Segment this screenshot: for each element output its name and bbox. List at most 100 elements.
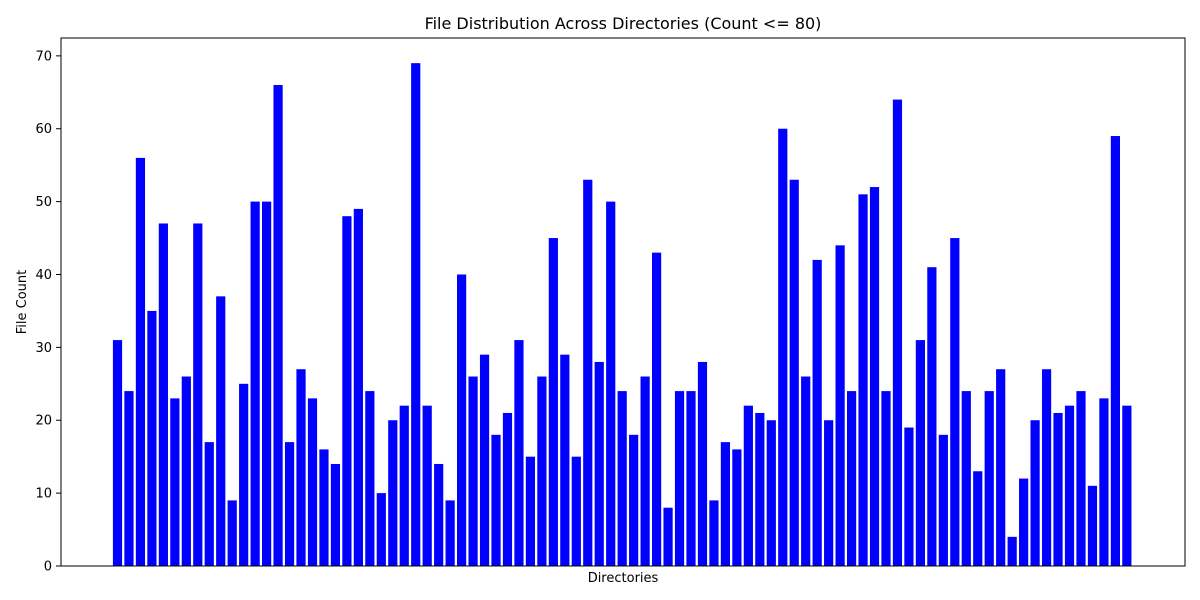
bar <box>812 259 822 566</box>
bar <box>674 391 685 566</box>
bar <box>273 85 283 566</box>
y-tick-label: 30 <box>35 341 52 356</box>
bar <box>606 201 616 567</box>
bar <box>307 398 318 566</box>
bar <box>445 500 455 566</box>
bar <box>1030 420 1040 566</box>
bar <box>170 398 180 566</box>
bar <box>801 376 811 566</box>
y-tick-label: 70 <box>35 49 52 64</box>
bar <box>284 442 295 566</box>
bar <box>181 376 191 566</box>
y-tick-label: 60 <box>35 122 52 137</box>
bar <box>388 420 398 566</box>
bar <box>686 391 696 566</box>
bar <box>204 442 214 566</box>
bar <box>904 427 914 566</box>
bar <box>1122 405 1132 566</box>
bar <box>697 361 708 566</box>
bar <box>824 420 834 566</box>
bar <box>571 456 581 566</box>
bar <box>342 216 352 566</box>
bar <box>216 296 226 566</box>
bar <box>778 128 788 567</box>
bar <box>112 340 123 566</box>
bar <box>548 238 558 567</box>
bar <box>950 238 960 567</box>
bar <box>892 99 903 566</box>
bar <box>617 391 627 566</box>
bar <box>502 412 513 566</box>
bar <box>147 310 157 566</box>
bar <box>1064 405 1075 566</box>
bar <box>720 442 731 566</box>
bar <box>193 223 203 566</box>
bar <box>422 405 432 566</box>
bar <box>869 187 880 567</box>
bar <box>961 391 971 566</box>
bar <box>376 493 386 566</box>
bar <box>835 245 845 566</box>
bar <box>755 412 765 566</box>
bar <box>296 369 306 566</box>
bar <box>927 267 937 566</box>
bar <box>491 434 501 566</box>
bar <box>365 391 375 566</box>
y-tick-label: 40 <box>35 268 52 283</box>
bar <box>514 340 524 566</box>
bar <box>1076 391 1086 566</box>
bar <box>984 391 994 566</box>
y-tick-label: 10 <box>35 487 52 502</box>
y-axis: 0 10 20 30 40 50 60 70 <box>35 49 61 575</box>
bar <box>250 201 260 567</box>
bar <box>262 201 272 567</box>
bar <box>583 179 593 566</box>
bar <box>124 391 134 566</box>
bar <box>594 361 604 566</box>
bar <box>1053 412 1063 566</box>
bar <box>411 63 421 566</box>
bar <box>640 376 650 566</box>
bar <box>353 208 363 566</box>
bar <box>766 420 776 566</box>
y-tick-label: 50 <box>35 195 52 210</box>
bar <box>434 463 444 566</box>
bar <box>537 376 547 566</box>
bar <box>996 369 1006 566</box>
plot-frame <box>60 37 1186 567</box>
bar <box>525 456 536 566</box>
bar <box>479 354 490 566</box>
bar <box>1019 478 1029 566</box>
bar <box>319 449 329 566</box>
bar <box>651 252 662 566</box>
bar <box>743 405 753 566</box>
bar <box>1099 398 1109 566</box>
y-axis-label: File Count <box>15 270 30 335</box>
bar <box>629 434 639 566</box>
bar <box>330 463 341 566</box>
bar <box>938 434 948 566</box>
bar <box>135 157 146 566</box>
bar <box>457 274 467 566</box>
bar <box>846 391 857 566</box>
bar <box>158 223 168 566</box>
bar <box>227 500 237 566</box>
bar <box>1041 369 1052 566</box>
bar <box>239 383 249 566</box>
bar <box>789 179 799 566</box>
bar <box>468 376 478 566</box>
bar <box>881 391 891 566</box>
bar <box>858 194 868 566</box>
bar <box>1087 485 1098 566</box>
bar <box>399 405 409 566</box>
bar <box>1110 136 1120 566</box>
y-tick-label: 0 <box>44 560 52 575</box>
bar <box>973 471 983 566</box>
bar <box>663 507 673 566</box>
bar <box>709 500 719 566</box>
chart-title: File Distribution Across Directories (Co… <box>425 14 822 33</box>
x-axis-label: Directories <box>588 571 659 586</box>
bar <box>732 449 742 566</box>
y-tick-label: 20 <box>35 414 52 429</box>
